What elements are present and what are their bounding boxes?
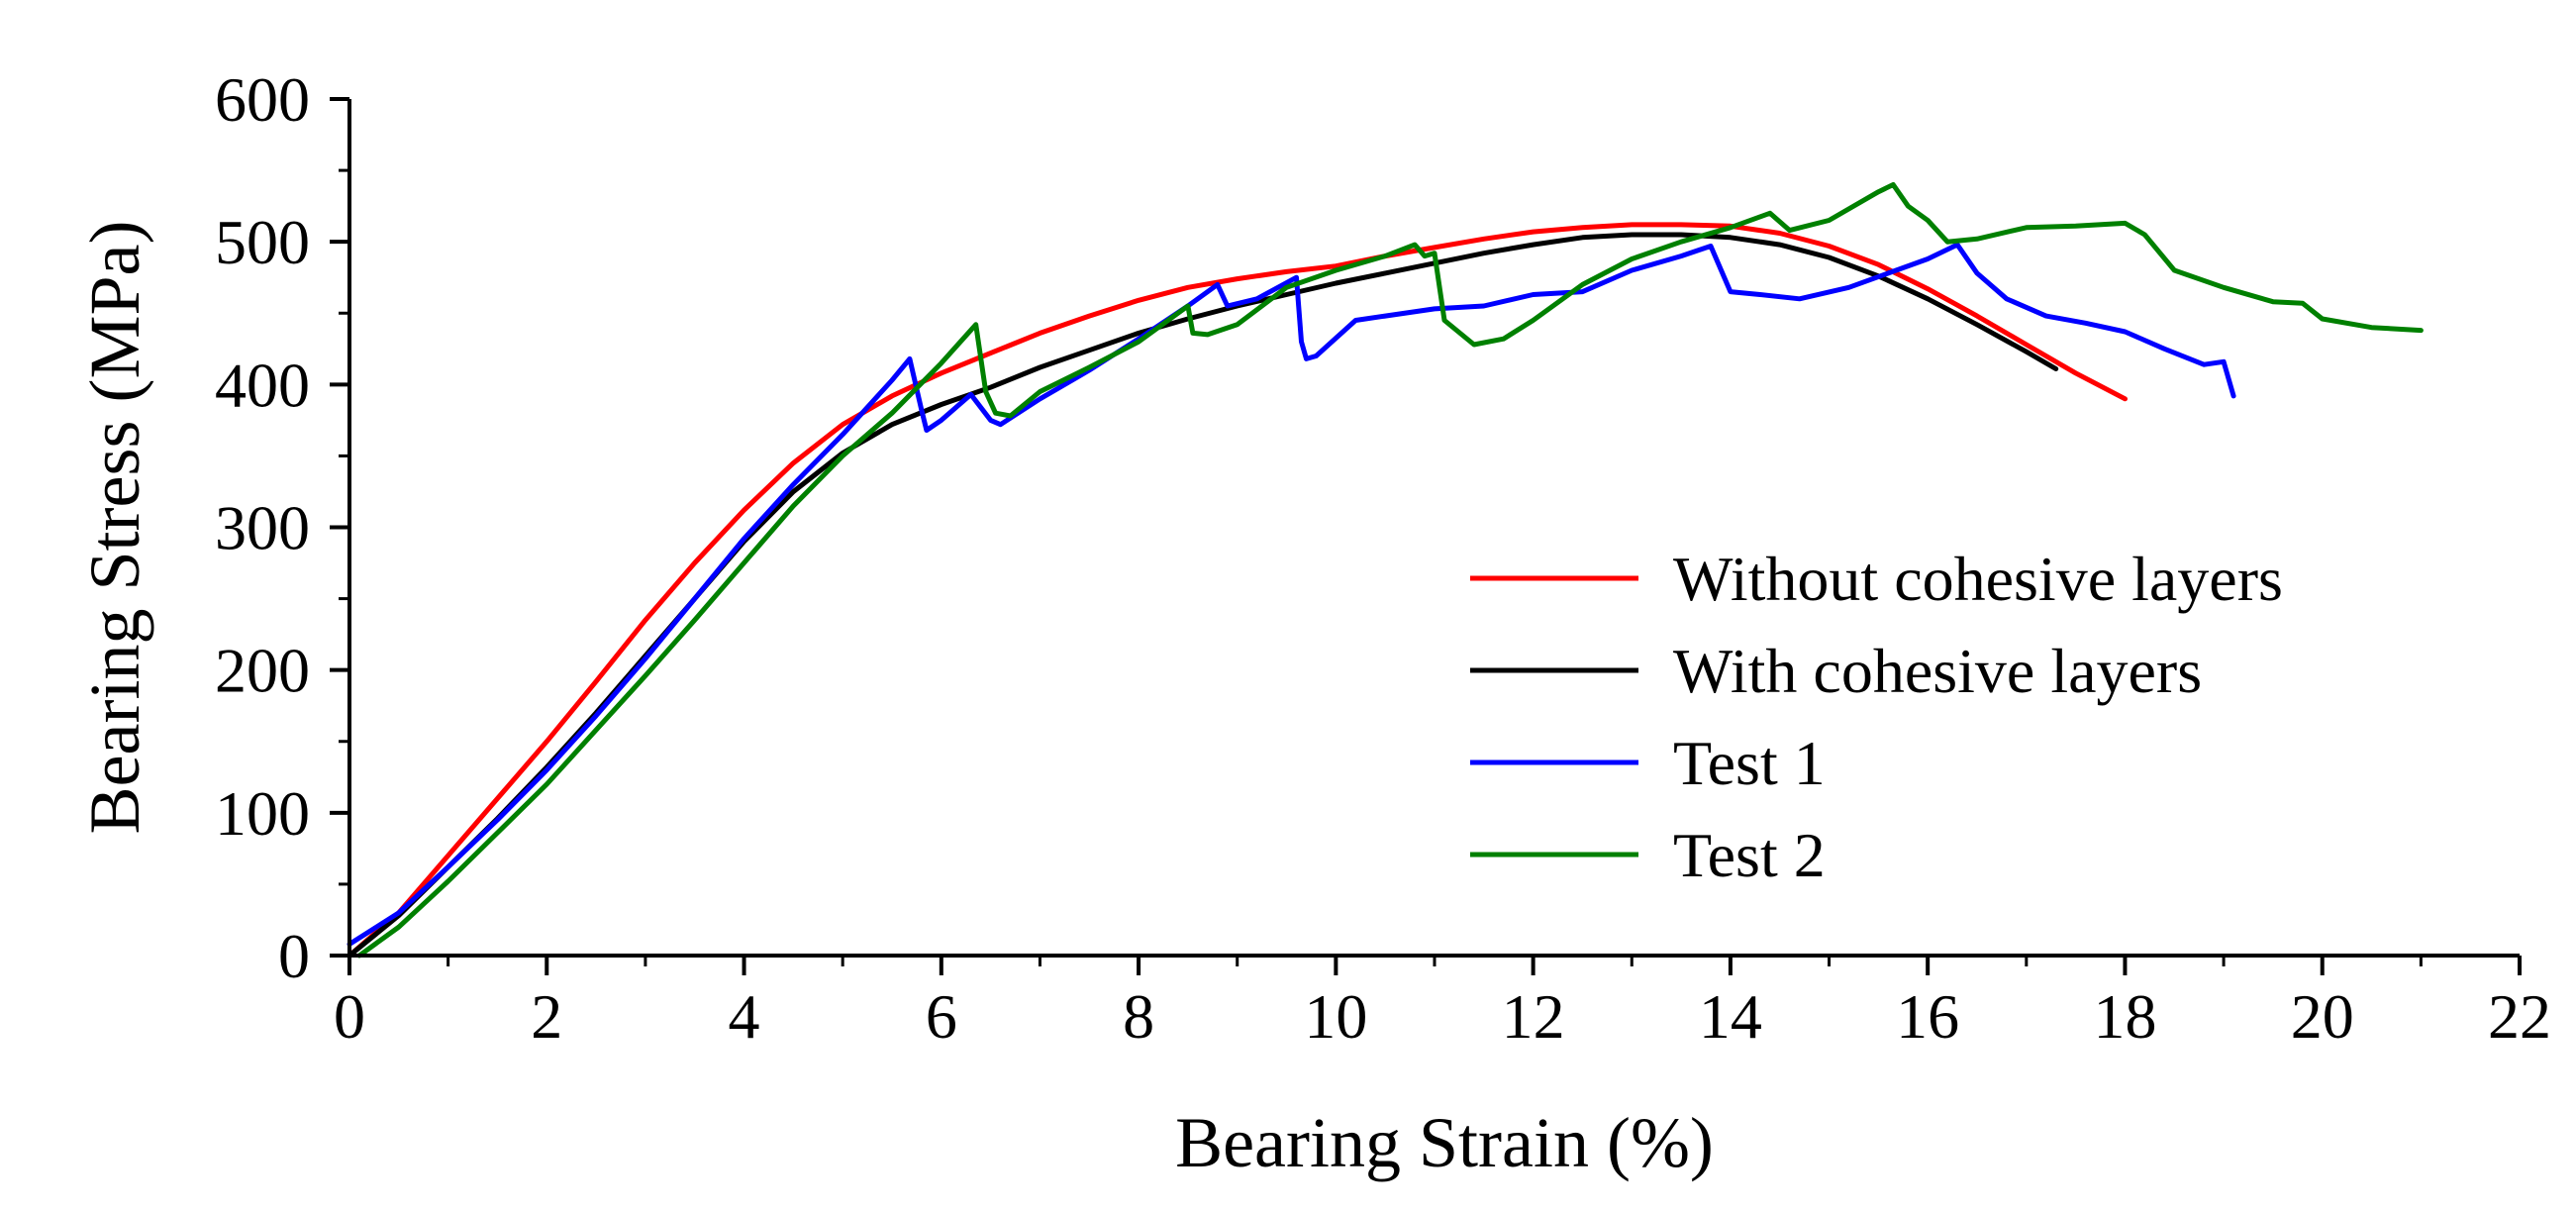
x-tick-label: 4: [729, 981, 760, 1052]
legend-label-3: Test 1: [1673, 728, 1826, 798]
y-tick-label: 500: [215, 207, 310, 277]
legend-label-4: Test 2: [1673, 820, 1826, 890]
x-tick-label: 22: [2488, 981, 2551, 1052]
y-axis-title: Bearing Stress (MPa): [75, 221, 154, 835]
x-tick-label: 6: [926, 981, 957, 1052]
series-line-4: [356, 182, 2424, 959]
legend-label-1: Without cohesive layers: [1673, 544, 2283, 614]
x-tick-label: 8: [1123, 981, 1154, 1052]
x-tick-label: 10: [1304, 981, 1367, 1052]
y-tick-label: 0: [278, 921, 310, 991]
x-tick-label: 0: [334, 981, 365, 1052]
series-layer: [347, 182, 2424, 959]
axes-layer: 0 2 4 6 8 10 12 14 16 18 20 22 0 100 200 300 400 500 600: [215, 64, 2551, 1052]
y-tick-label: 400: [215, 350, 310, 420]
x-tick-label: 20: [2291, 981, 2354, 1052]
x-axis-title: Bearing Strain (%): [1175, 1103, 1714, 1182]
legend: Without cohesive layers With cohesive lay…: [1470, 544, 2283, 890]
x-tick-label: 18: [2093, 981, 2156, 1052]
x-tick-label: 16: [1896, 981, 1959, 1052]
x-tick-label: 12: [1502, 981, 1565, 1052]
legend-label-2: With cohesive layers: [1673, 636, 2202, 706]
x-tick-label: 2: [531, 981, 562, 1052]
x-tick-label: 14: [1699, 981, 1762, 1052]
y-tick-label: 300: [215, 493, 310, 563]
y-tick-label: 600: [215, 64, 310, 135]
series-line-1: [347, 222, 2128, 959]
y-tick-label: 200: [215, 636, 310, 706]
series-line-3: [347, 242, 2236, 947]
y-tick-label: 100: [215, 778, 310, 849]
